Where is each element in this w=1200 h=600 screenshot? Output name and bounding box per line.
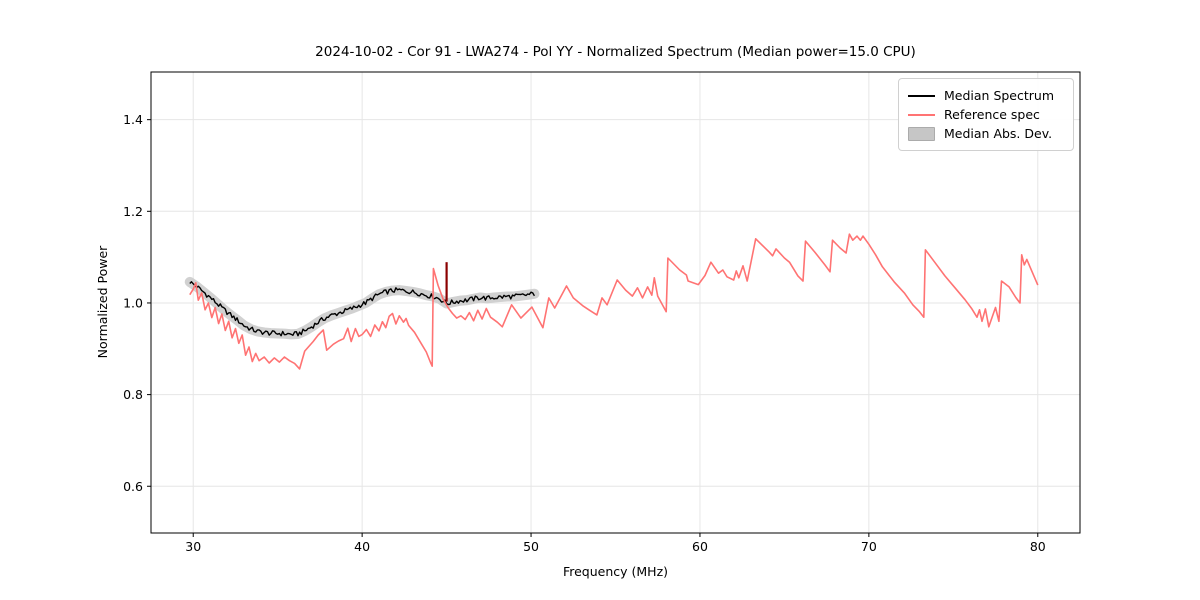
y-tick-label: 0.6 [123,479,143,494]
red-line-sample [908,113,935,116]
x-tick-label: 70 [861,539,877,554]
x-tick-label: 50 [523,539,539,554]
black-line-sample [908,94,935,97]
x-tick-label: 40 [354,539,370,554]
legend-label: Median Spectrum [944,88,1055,103]
reference-spec-line [189,233,1039,370]
y-tick-label: 1.0 [123,295,143,310]
reference-spec-line-swatch [908,113,935,116]
x-axis-label: Frequency (MHz) [562,564,669,579]
legend-item-reference-spec: Reference spec [908,105,1063,124]
legend: Median Spectrum Reference spec Median Ab… [898,78,1074,151]
legend-item-median-abs-dev: Median Abs. Dev. [908,124,1063,143]
y-axis-label: Normalized Power [95,245,110,359]
y-tick-label: 1.4 [123,112,143,127]
median-spectrum-line [189,281,536,337]
legend-label: Reference spec [944,107,1040,122]
y-tick-label: 1.2 [123,204,143,219]
median-spectrum-line-swatch [908,94,935,97]
legend-label: Median Abs. Dev. [944,126,1053,141]
y-tick-label: 0.8 [123,387,143,402]
x-tick-label: 60 [692,539,708,554]
legend-item-median-spectrum: Median Spectrum [908,86,1063,105]
x-tick-label: 30 [185,539,201,554]
chart-title: 2024-10-02 - Cor 91 - LWA274 - Pol YY - … [315,44,916,60]
x-tick-label: 80 [1030,539,1046,554]
gray-patch-sample [908,126,935,141]
median-abs-dev-patch-swatch [908,126,935,141]
